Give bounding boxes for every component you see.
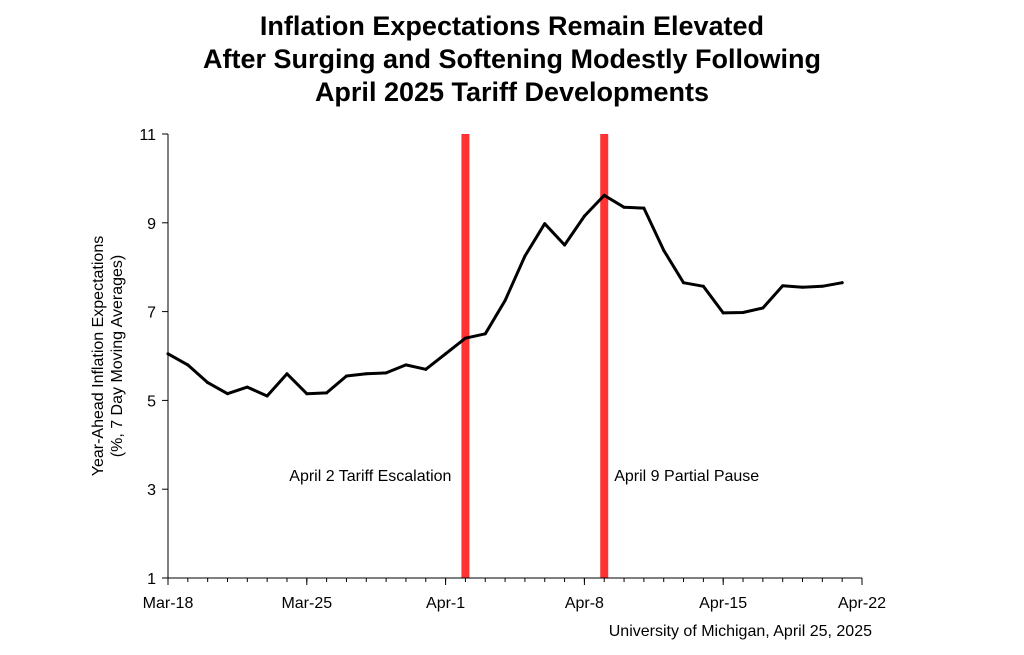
x-tick-label: Apr-1 <box>426 595 465 612</box>
series-line-1 <box>166 193 844 398</box>
data-point <box>820 284 824 288</box>
data-point <box>444 352 448 356</box>
y-tick-label: 9 <box>147 216 156 233</box>
data-point <box>344 374 348 378</box>
data-point <box>642 206 646 210</box>
axes: Year-Ahead Inflation Expectations (%, 7 … <box>90 127 886 612</box>
y-axis-label-line-1: Year-Ahead Inflation Expectations <box>90 236 107 476</box>
annotation-label-1: April 2 Tariff Escalation <box>289 468 451 485</box>
series <box>166 193 844 398</box>
data-point <box>305 392 309 396</box>
annotation-bar-2 <box>600 134 609 578</box>
chart-title-line-2: After Surging and Softening Modestly Fol… <box>203 44 821 74</box>
data-point <box>602 193 606 197</box>
y-tick-label: 1 <box>147 571 156 588</box>
source-note: University of Michigan, April 25, 2025 <box>608 623 872 640</box>
data-point <box>721 311 725 315</box>
data-point <box>701 284 705 288</box>
chart-title-line-3: April 2025 Tariff Developments <box>314 77 710 107</box>
data-point <box>741 310 745 314</box>
annotations: April 2 Tariff Escalation April 9 Partial… <box>289 134 759 578</box>
x-tick-label: Apr-15 <box>699 595 747 612</box>
data-point <box>166 352 170 356</box>
y-tick-label: 11 <box>139 127 156 144</box>
data-point <box>364 372 368 376</box>
data-point <box>186 363 190 367</box>
data-point <box>463 336 467 340</box>
data-point <box>840 281 844 285</box>
data-point <box>384 371 388 375</box>
data-point <box>761 306 765 310</box>
data-point <box>582 214 586 218</box>
x-tick-label: Mar-25 <box>281 595 332 612</box>
chart-title: Inflation Expectations Remain Elevated A… <box>0 10 1024 109</box>
data-point <box>483 332 487 336</box>
data-point <box>662 248 666 252</box>
data-point <box>325 391 329 395</box>
x-tick-label: Mar-18 <box>143 595 194 612</box>
data-point <box>801 285 805 289</box>
y-tick-label: 7 <box>147 305 156 322</box>
data-point <box>285 372 289 376</box>
data-point <box>206 381 210 385</box>
data-point <box>781 284 785 288</box>
data-point <box>543 222 547 226</box>
chart-title-line-1: Inflation Expectations Remain Elevated <box>259 11 765 41</box>
data-point <box>563 243 567 247</box>
y-axis-label-line-2: (%, 7 Day Moving Averages) <box>109 255 126 457</box>
y-tick-label: 3 <box>147 482 156 499</box>
annotation-bar-1 <box>461 134 470 578</box>
data-point <box>265 394 269 398</box>
data-point <box>225 392 229 396</box>
data-point <box>622 205 626 209</box>
data-point <box>503 299 507 302</box>
x-tick-label: Apr-8 <box>565 595 604 612</box>
data-point <box>682 281 686 285</box>
x-tick-label: Apr-22 <box>838 595 886 612</box>
data-point <box>523 254 527 258</box>
data-point <box>404 363 408 367</box>
data-point <box>245 385 249 389</box>
y-tick-label: 5 <box>147 393 156 410</box>
data-point <box>424 367 428 371</box>
annotation-label-2: April 9 Partial Pause <box>614 468 759 485</box>
